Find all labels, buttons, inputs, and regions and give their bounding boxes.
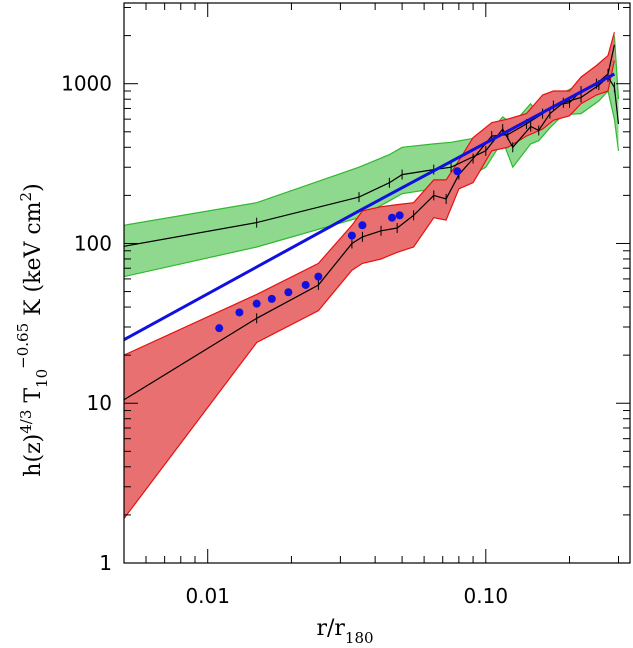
blue-data-point: [388, 213, 397, 222]
blue-data-point: [358, 221, 367, 230]
red-median-line: [123, 44, 615, 401]
label-layer: r/r180 h(z)4/3 T10−0.65 K (keV cm2): [14, 183, 374, 647]
red-band-area: [124, 32, 615, 519]
blue-data-point: [314, 272, 323, 281]
green-band-area: [124, 35, 619, 277]
blue-data-point: [453, 167, 462, 176]
blue-data-point: [284, 288, 293, 297]
red-band-lower-edge: [123, 60, 615, 519]
y-axis-label: h(z)4/3 T10−0.65 K (keV cm2): [14, 183, 51, 476]
blue-fit-line: [123, 72, 616, 342]
red-band-upper-edge: [123, 32, 615, 356]
y-tick-label: 1: [99, 551, 112, 575]
blue-data-point: [252, 299, 261, 308]
x-axis-label: r/r180: [316, 616, 373, 647]
x-tick-label: 0.10: [464, 584, 509, 608]
y-tick-label: 10: [87, 391, 112, 415]
blue-data-point: [235, 308, 244, 317]
tick-layer: 0.01 0.10 1 10 100 1000: [61, 3, 630, 608]
y-tick-label: 1000: [61, 72, 112, 96]
blue-data-point: [267, 294, 276, 303]
blue-data-point: [395, 211, 404, 220]
blue-data-point: [347, 231, 356, 240]
green-band-lower-edge: [123, 89, 620, 278]
blue-data-point: [215, 324, 224, 333]
data-layer: [123, 32, 620, 519]
y-tick-label: 100: [74, 231, 112, 255]
x-tick-label: 0.01: [185, 584, 230, 608]
blue-data-point: [301, 280, 310, 289]
plot-frame: [123, 2, 631, 564]
